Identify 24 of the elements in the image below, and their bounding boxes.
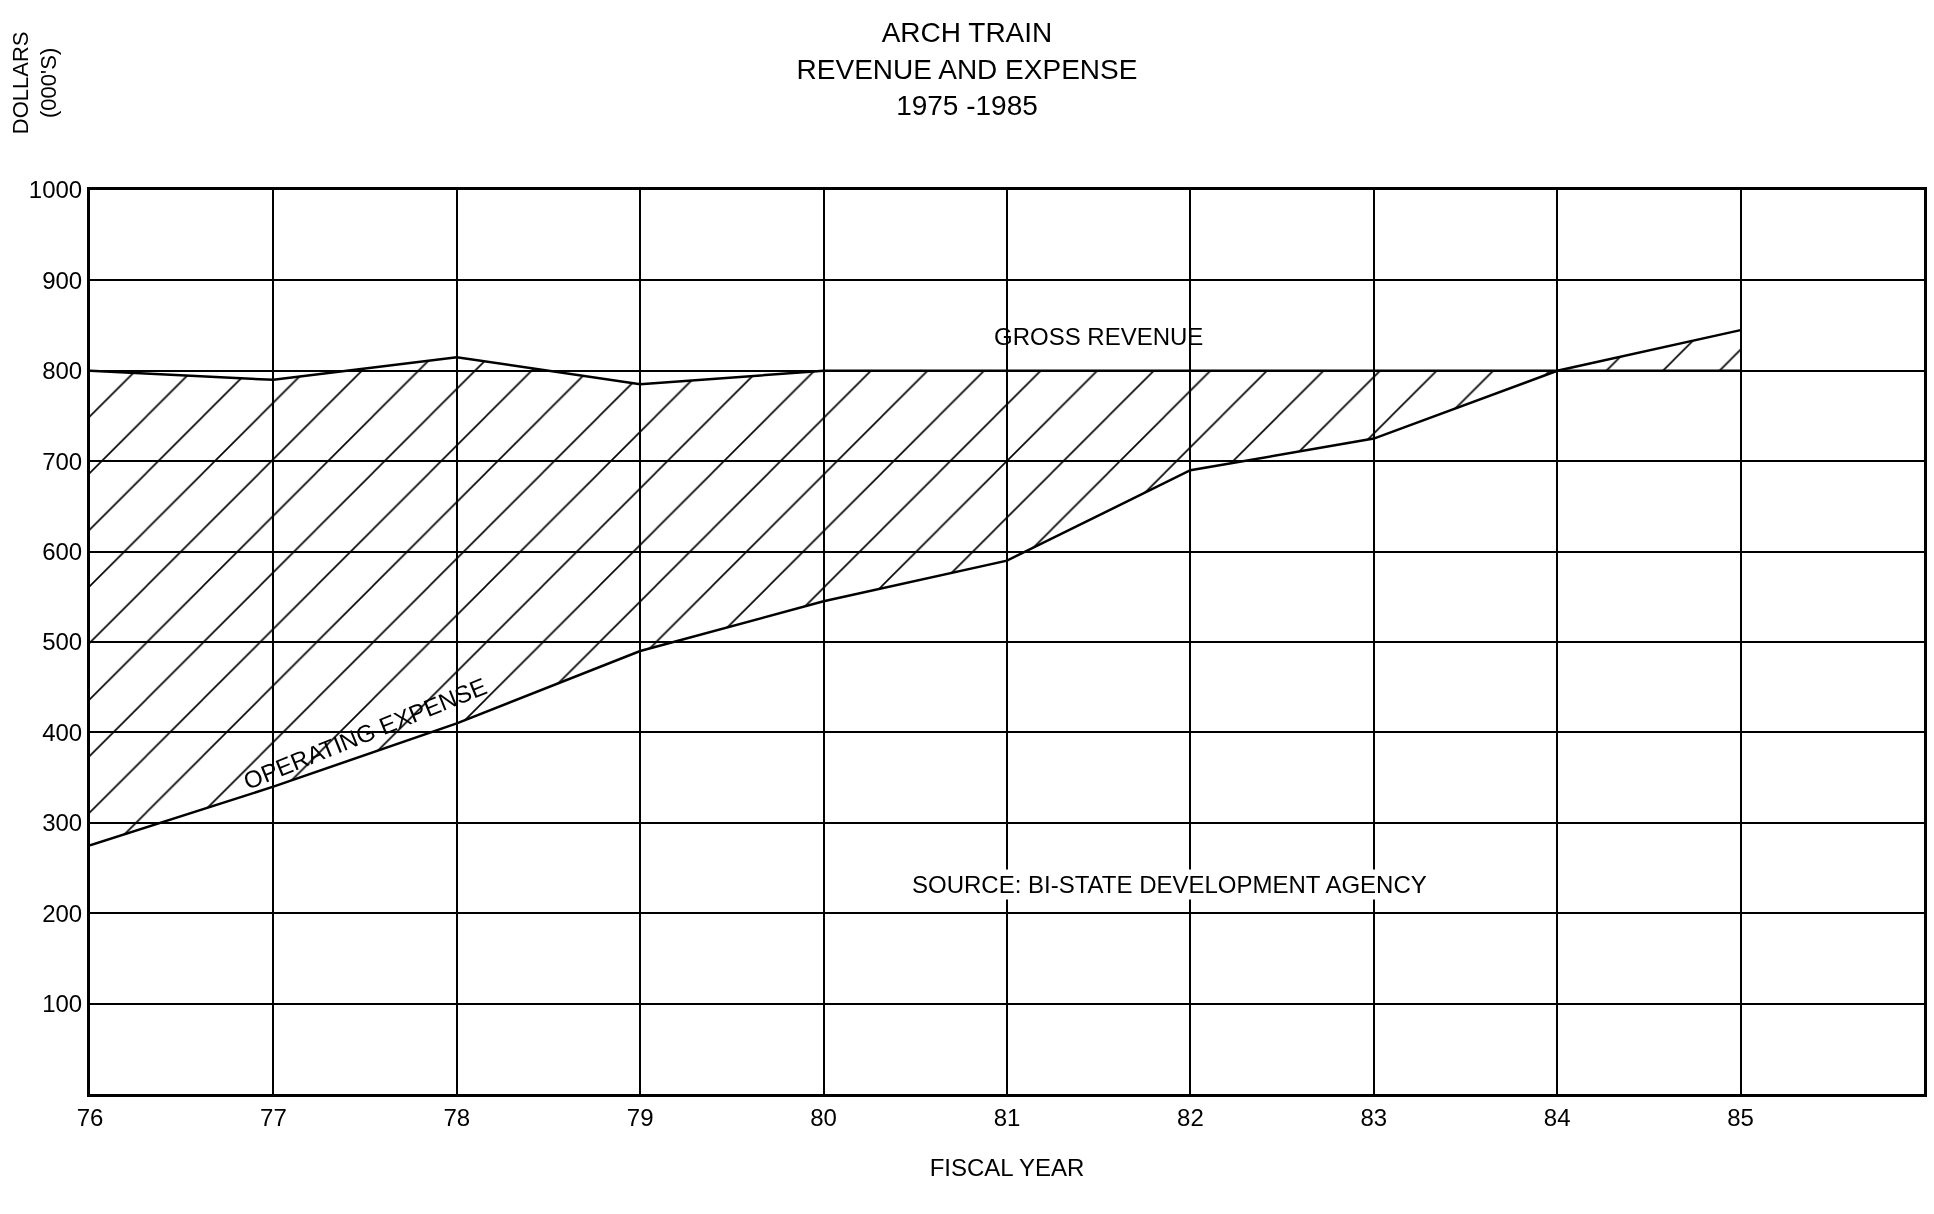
y-tick-label: 100 <box>42 990 83 1017</box>
y-tick-label: 300 <box>42 809 83 837</box>
x-tick-label: 76 <box>76 1103 104 1131</box>
y-axis-title: DOLLARS (000'S) <box>7 31 62 135</box>
x-tick-label: 83 <box>1360 1103 1388 1131</box>
y-tick-label: 500 <box>42 628 83 656</box>
x-axis-title: FISCAL YEAR <box>929 1154 1085 1182</box>
x-tick-label: 80 <box>810 1103 837 1131</box>
x-tick-label: 78 <box>443 1103 471 1131</box>
x-tick-label: 85 <box>1727 1103 1754 1131</box>
chart-title: ARCH TRAIN REVENUE AND EXPENSE 1975 -1985 <box>796 17 1138 122</box>
x-tick-label: 81 <box>993 1103 1021 1131</box>
x-tick-label: 79 <box>626 1103 654 1131</box>
y-tick-label: 900 <box>42 266 83 294</box>
y-tick-label: 600 <box>42 538 83 565</box>
y-tick-label: 700 <box>42 447 83 475</box>
y-tick-label: 200 <box>42 899 83 927</box>
y-tick-label: 400 <box>42 718 83 746</box>
y-tick-label: 800 <box>42 357 83 385</box>
y-tick-label: 1000 <box>28 176 83 204</box>
annotation: SOURCE: BI-STATE DEVELOPMENT AGENCY <box>912 871 1427 898</box>
x-tick-label: 84 <box>1543 1103 1571 1131</box>
x-tick-label: 82 <box>1177 1103 1204 1131</box>
x-tick-label: 77 <box>260 1103 287 1131</box>
